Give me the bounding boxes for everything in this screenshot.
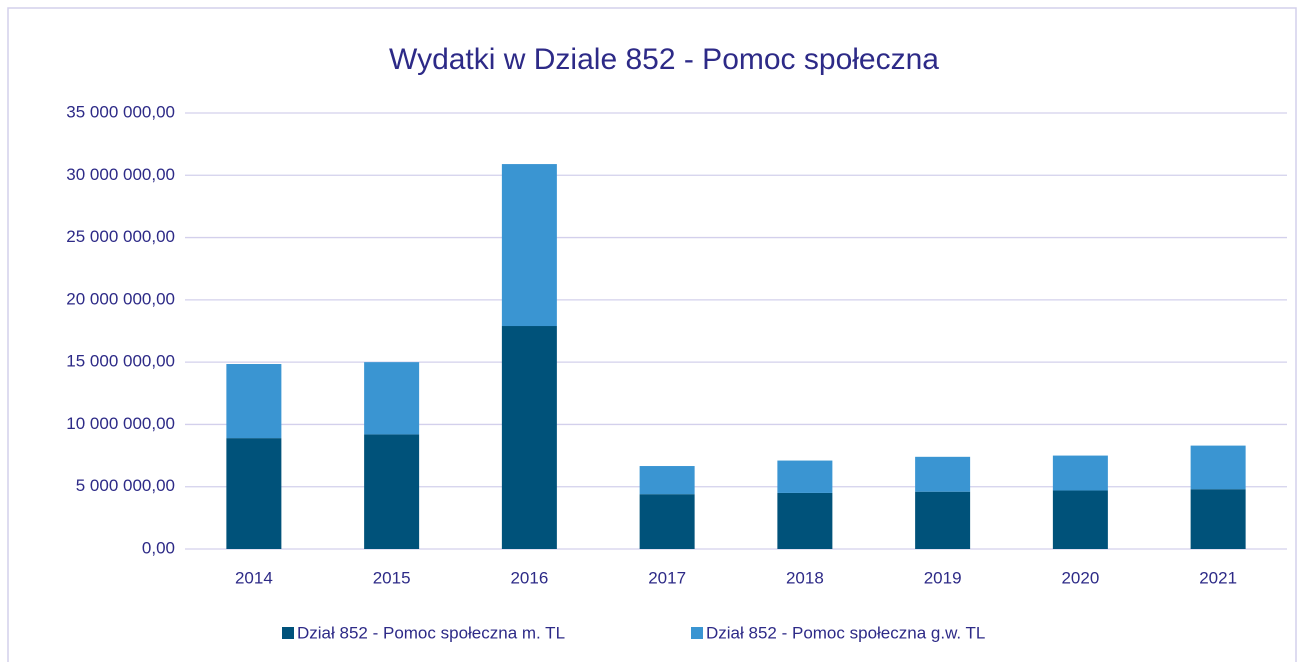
bar-segment [1052, 455, 1108, 491]
y-tick-label: 25 000 000,00 [66, 227, 175, 246]
bar-segment [1190, 445, 1246, 490]
x-tick-label: 2019 [924, 568, 962, 587]
bar-segment [915, 456, 971, 492]
legend-label: Dział 852 - Pomoc społeczna m. TL [297, 623, 565, 642]
x-tick-label: 2017 [648, 568, 686, 587]
bar-segment [226, 438, 282, 549]
bar-segment [639, 466, 695, 495]
bar-segment [777, 460, 833, 493]
bar-segment [915, 491, 971, 549]
y-tick-label: 10 000 000,00 [66, 414, 175, 433]
bar-segment [364, 362, 420, 435]
bar-segment [364, 434, 420, 549]
x-tick-label: 2020 [1061, 568, 1099, 587]
y-tick-label: 15 000 000,00 [66, 352, 175, 371]
y-tick-label: 30 000 000,00 [66, 165, 175, 184]
legend-label: Dział 852 - Pomoc społeczna g.w. TL [706, 623, 985, 642]
legend-swatch [691, 627, 703, 639]
bar-segment [501, 164, 557, 327]
bar-segment [501, 326, 557, 549]
legend-swatch [282, 627, 294, 639]
x-tick-label: 2015 [373, 568, 411, 587]
x-tick-label: 2014 [235, 568, 273, 587]
bar-segment [777, 492, 833, 549]
chart-border [7, 7, 1297, 662]
bar-segment [639, 494, 695, 549]
x-tick-label: 2018 [786, 568, 824, 587]
y-tick-label: 5 000 000,00 [76, 476, 175, 495]
bar-segment [1190, 489, 1246, 549]
chart-title: Wydatki w Dziale 852 - Pomoc społeczna [389, 43, 939, 76]
x-tick-label: 2016 [510, 568, 548, 587]
x-tick-label: 2021 [1199, 568, 1237, 587]
y-tick-label: 20 000 000,00 [66, 289, 175, 308]
bar-segment [1052, 490, 1108, 549]
bar-segment [226, 364, 282, 439]
y-tick-label: 0,00 [142, 538, 175, 557]
y-tick-label: 35 000 000,00 [66, 102, 175, 121]
